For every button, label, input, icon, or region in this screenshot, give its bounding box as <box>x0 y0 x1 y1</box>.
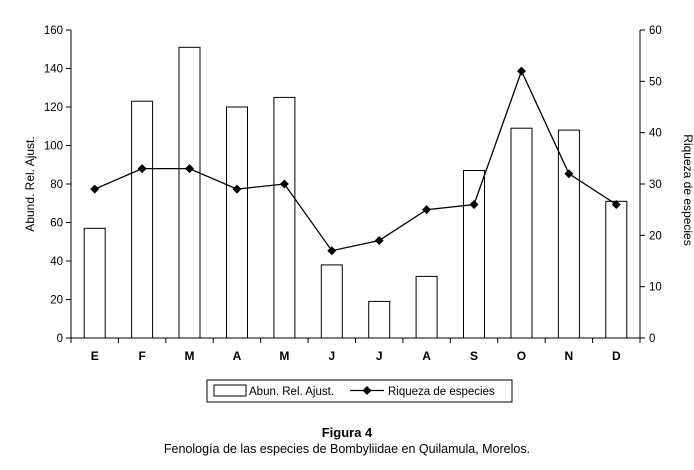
bar-12 <box>605 200 628 339</box>
x-tick-label: S <box>470 349 478 363</box>
bar-11 <box>557 129 580 339</box>
x-tick-label: O <box>517 349 526 363</box>
figure-caption-subtitle: Fenología de las especies de Bombyliidae… <box>163 442 531 456</box>
bar-5 <box>273 96 296 339</box>
legend-line-label: Riqueza de especies <box>388 386 495 398</box>
bar-2 <box>131 100 154 339</box>
richness-point-10 <box>516 66 526 76</box>
bar-1 <box>83 227 106 339</box>
bar-8 <box>415 275 438 339</box>
left-tick-label: 120 <box>44 102 63 114</box>
richness-point-3 <box>185 164 195 174</box>
left-tick-label: 0 <box>57 333 63 345</box>
bars-layer <box>83 46 628 339</box>
bar-10 <box>510 127 533 339</box>
legend-diamond-marker-icon <box>362 386 372 395</box>
labels-layer: Abund. Rel. Ajust. Riqueza de especies <box>23 134 694 245</box>
left-tick-label: 100 <box>44 141 63 153</box>
bar-3 <box>178 46 201 339</box>
left-tick-label: 60 <box>50 218 63 230</box>
richness-point-1 <box>90 184 100 194</box>
x-tick-label: M <box>185 349 195 363</box>
chart: 0 20 40 60 80 100 120 140 160 0 10 20 30 40 50 60 E F M A M J… <box>23 25 694 403</box>
bar-9 <box>463 170 485 339</box>
axes-layer <box>70 30 641 339</box>
left-tick-label: 20 <box>50 295 63 307</box>
x-tick-label: M <box>279 349 289 363</box>
right-tick-label: 20 <box>649 230 662 242</box>
figure-caption-title: Figura 4 <box>321 425 373 440</box>
richness-point-2 <box>137 164 147 174</box>
ticks-layer: 0 20 40 60 80 100 120 140 160 0 10 20 30 40 50 60 E F M A M J… <box>44 25 662 363</box>
left-tick-label: 160 <box>44 25 63 37</box>
x-tick-label: N <box>565 349 574 363</box>
bar-4 <box>226 106 248 339</box>
x-tick-label: D <box>612 349 621 363</box>
right-tick-label: 50 <box>649 76 662 88</box>
richness-point-7 <box>374 235 384 245</box>
right-tick-label: 30 <box>649 179 662 191</box>
left-tick-label: 80 <box>50 179 63 191</box>
right-tick-label: 60 <box>649 25 662 37</box>
richness-series-line <box>94 69 617 252</box>
x-tick-label: E <box>91 349 99 363</box>
x-tick-label: A <box>422 349 431 363</box>
richness-point-11 <box>564 169 574 179</box>
right-tick-label: 40 <box>649 128 662 140</box>
x-tick-label: F <box>138 349 145 363</box>
right-tick-label: 0 <box>649 333 655 345</box>
richness-point-8 <box>422 205 432 215</box>
richness-point-5 <box>279 179 289 189</box>
x-tick-label: J <box>328 349 335 363</box>
richness-point-9 <box>469 200 479 210</box>
richness-point-6 <box>327 246 337 256</box>
right-axis-label: Riqueza de especies <box>681 134 694 245</box>
markers-layer <box>90 66 621 256</box>
left-axis-label: Abund. Rel. Ajust. <box>23 136 37 231</box>
bar-7 <box>368 300 391 339</box>
bar-6 <box>320 264 343 339</box>
richness-point-12 <box>611 200 621 210</box>
legend: Abun. Rel. Ajust. Riqueza de especies <box>206 379 513 403</box>
left-tick-label: 140 <box>44 64 63 76</box>
legend-bar-label: Abun. Rel. Ajust. <box>249 386 334 398</box>
x-tick-label: J <box>376 349 383 363</box>
right-tick-label: 10 <box>649 282 662 294</box>
x-tick-label: A <box>233 349 242 363</box>
left-tick-label: 40 <box>50 256 63 268</box>
line-layer <box>94 69 617 252</box>
legend-bar-swatch <box>213 384 247 397</box>
richness-point-4 <box>232 184 242 194</box>
